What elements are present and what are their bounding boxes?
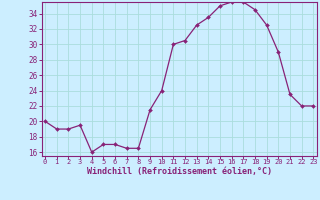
X-axis label: Windchill (Refroidissement éolien,°C): Windchill (Refroidissement éolien,°C) [87,167,272,176]
